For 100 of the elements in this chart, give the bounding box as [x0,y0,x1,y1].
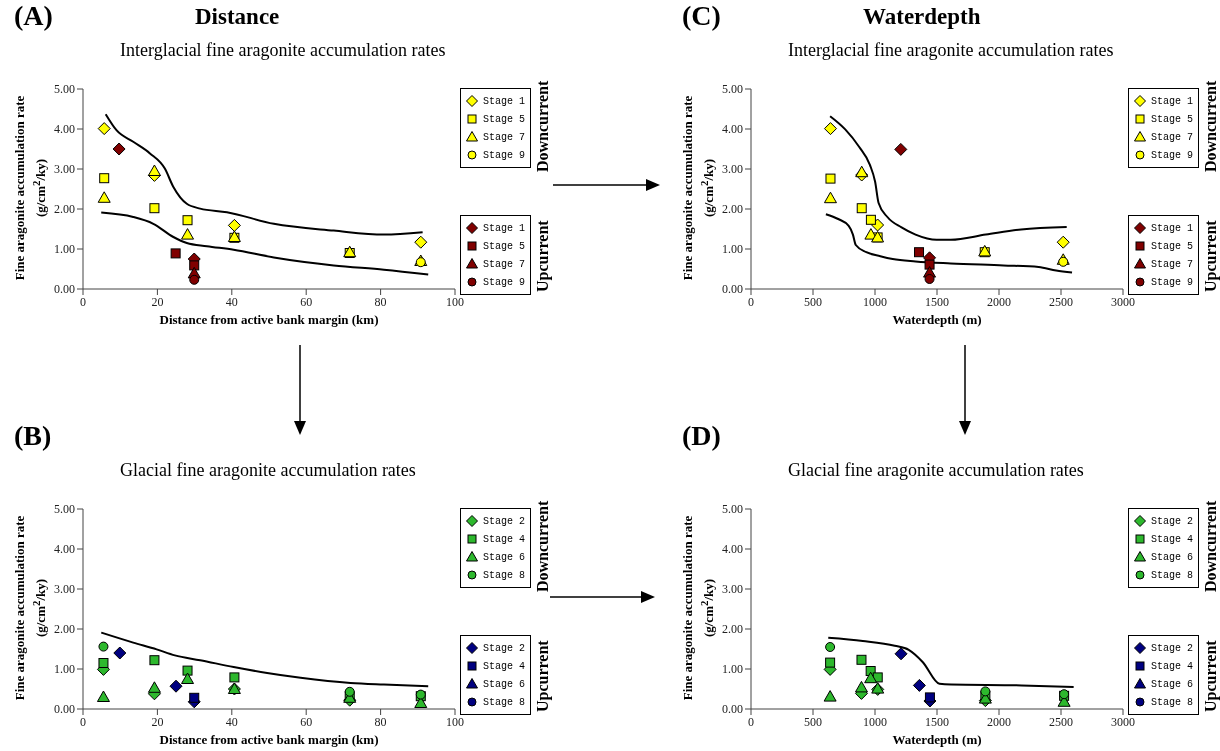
y-tick-label: 5.00 [722,82,743,97]
text: Downcurrent [534,80,552,172]
x-tick-label: 500 [804,714,822,729]
x-tick-label: 100 [446,294,464,309]
y-tick-label: 0.00 [722,702,743,717]
y-tick-label: 3.00 [54,162,75,177]
x-tick-label: 1500 [925,294,949,309]
y-tick-label: 4.00 [54,542,75,557]
y-tick-label: 3.00 [722,582,743,597]
legend-label: Stage 9 [1151,149,1194,161]
x-tick-label: 2000 [987,294,1011,309]
y-tick-label: 2.00 [722,202,743,217]
chart-title: (B) [14,420,52,452]
x-tick-label: 0 [748,714,754,729]
x-tick-label: 60 [300,714,313,729]
legend-label: Stage 1 [483,95,526,107]
legend-label: Stage 8 [483,569,526,581]
legend-label: Stage 8 [483,696,526,708]
x-tick-label: 1500 [925,714,949,729]
y-tick-label: 3.00 [54,582,75,597]
y-tick-label: 2.00 [54,622,75,637]
legend-label: Stage 9 [483,276,526,288]
legend-label: Stage 4 [1151,660,1194,672]
chart-subtitle: Glacial fine aragonite accumulation rates [120,460,416,481]
y-tick-label: 1.00 [54,662,75,677]
y-tick-label: 0.00 [54,702,75,717]
text: Upcurrent [534,220,552,292]
legend-label: Stage 4 [1151,533,1194,545]
x-tick-label: 0 [748,294,754,309]
y-tick-label: 4.00 [54,122,75,137]
legend-label: Stage 1 [483,222,526,234]
x-tick-label: 80 [374,714,387,729]
x-tick-label: 2500 [1049,714,1073,729]
text: Upcurrent [534,640,552,712]
text: Downcurrent [1202,80,1220,172]
y-tick-label: 5.00 [54,82,75,97]
x-axis-title: Waterdepth (m) [891,312,983,328]
x-axis-title: Distance from active bank margin (km) [158,312,380,328]
legend-label: Stage 4 [483,660,526,672]
x-tick-label: 0 [80,294,86,309]
y-tick-label: 2.00 [722,622,743,637]
y-tick-label: 3.00 [722,162,743,177]
x-tick-label: 1000 [863,714,887,729]
y-tick-label: 5.00 [722,502,743,517]
text: Upcurrent [1202,640,1220,712]
legend-label: Stage 7 [483,258,526,270]
y-tick-label: 2.00 [54,202,75,217]
legend-label: Stage 1 [1151,95,1194,107]
y-tick-label: 4.00 [722,542,743,557]
legend-label: Stage 5 [483,240,526,252]
legend-label: Stage 6 [1151,551,1194,563]
legend-label: Stage 8 [1151,696,1194,708]
x-tick-label: 1000 [863,294,887,309]
x-tick-label: 2500 [1049,294,1073,309]
chart-title: (C) [682,0,721,32]
legend-label: Stage 7 [1151,258,1194,270]
legend-label: Stage 7 [1151,131,1194,143]
x-tick-label: 3000 [1111,294,1135,309]
x-axis-title: Distance from active bank margin (km) [158,732,380,748]
x-tick-label: 3000 [1111,714,1135,729]
legend-label: Stage 2 [1151,642,1194,654]
legend-label: Stage 5 [483,113,526,125]
y-tick-label: 0.00 [54,282,75,297]
text: Waterdepth [863,4,981,30]
x-tick-label: 20 [151,294,164,309]
legend-label: Stage 6 [483,678,526,690]
legend-label: Stage 9 [1151,276,1194,288]
legend-label: Stage 7 [483,131,526,143]
x-tick-label: 40 [225,714,238,729]
chart-title: (A) [14,0,53,32]
x-tick-label: 2000 [987,714,1011,729]
chart-title: (D) [682,420,721,452]
x-tick-label: 80 [374,294,387,309]
x-tick-label: 0 [80,714,86,729]
y-tick-label: 5.00 [54,502,75,517]
legend-label: Stage 5 [1151,240,1194,252]
y-tick-label: 4.00 [722,122,743,137]
x-axis-title: Waterdepth (m) [891,732,983,748]
legend-label: Stage 2 [483,642,526,654]
text: Downcurrent [1202,500,1220,592]
legend-label: Stage 8 [1151,569,1194,581]
x-tick-label: 500 [804,294,822,309]
y-tick-label: 1.00 [722,662,743,677]
y-tick-label: 0.00 [722,282,743,297]
legend-label: Stage 4 [483,533,526,545]
chart-subtitle: Interglacial fine aragonite accumulation rates [788,40,1114,61]
y-tick-label: 1.00 [722,242,743,257]
legend-label: Stage 1 [1151,222,1194,234]
chart-subtitle: Glacial fine aragonite accumulation rates [788,460,1084,481]
text: Downcurrent [534,500,552,592]
y-tick-label: 1.00 [54,242,75,257]
x-tick-label: 60 [300,294,313,309]
chart-subtitle: Interglacial fine aragonite accumulation rates [120,40,446,61]
legend-label: Stage 9 [483,149,526,161]
text: Distance [195,4,280,30]
text: Upcurrent [1202,220,1220,292]
legend-label: Stage 5 [1151,113,1194,125]
x-tick-label: 100 [446,714,464,729]
legend-label: Stage 6 [1151,678,1194,690]
x-tick-label: 40 [225,294,238,309]
